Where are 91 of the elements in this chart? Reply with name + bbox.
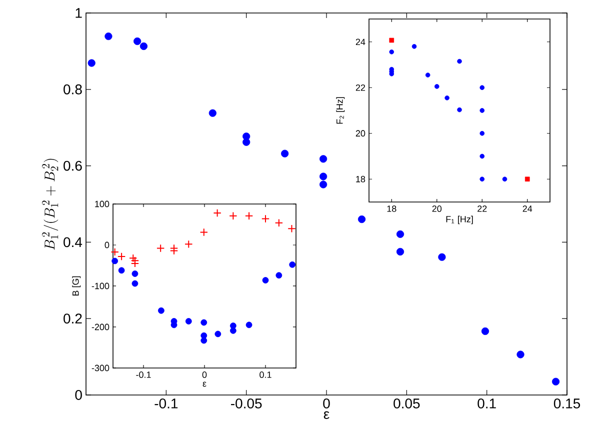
y-tick-label: 100 [95, 200, 110, 208]
point [200, 337, 208, 344]
y-axis-title: F$_{2}$ [Hz] [336, 97, 345, 124]
x-axis-title: ε [202, 382, 206, 387]
point [230, 327, 236, 334]
point [110, 248, 119, 256]
x-tick-label: 0.1 [260, 372, 272, 378]
point [389, 50, 394, 54]
point [104, 32, 112, 40]
point [480, 85, 485, 90]
point [242, 138, 250, 146]
x-tick-label: 0 [202, 372, 207, 378]
point [200, 228, 208, 236]
x-axis-title: ε [324, 411, 330, 419]
point [516, 350, 524, 358]
y-tick-label: 1 [76, 8, 82, 18]
point [117, 252, 126, 261]
x-axis-title: F$_{1}$ [Hz] [446, 216, 473, 224]
point [276, 272, 282, 279]
point [480, 176, 485, 182]
y-tick-label: 0.6 [64, 160, 82, 171]
point [480, 154, 485, 159]
point [158, 307, 164, 314]
point [457, 58, 462, 64]
y-axis-title: B [G] [72, 276, 81, 296]
x-tick-label: 0 [323, 398, 330, 408]
y-tick-label: 24 [356, 38, 366, 46]
x-tick-label: 18 [387, 206, 396, 212]
y-tick-label: 0 [75, 390, 82, 400]
point [552, 378, 560, 386]
point [274, 218, 284, 227]
y-tick-label: -200 [92, 324, 110, 330]
x-tick-label: 0.15 [554, 398, 580, 408]
x-tick-label: 20 [432, 206, 442, 212]
point [389, 38, 394, 43]
x-tick-label: 22 [478, 206, 487, 212]
point [261, 214, 270, 223]
point [262, 277, 269, 284]
point [214, 330, 222, 338]
point [185, 318, 192, 324]
point [434, 84, 440, 89]
y-tick-label: 0.4 [64, 237, 82, 248]
point [319, 172, 328, 180]
point [88, 59, 96, 67]
y-tick-label: 22 [356, 84, 366, 91]
x-tick-label: -0.05 [231, 398, 262, 408]
x-tick-label: 24 [522, 206, 532, 212]
point [502, 176, 508, 182]
point [457, 107, 462, 112]
y-tick-label: -300 [92, 364, 110, 372]
point [358, 215, 366, 224]
point [412, 44, 417, 49]
point [184, 240, 193, 248]
point [132, 280, 138, 287]
point [132, 270, 138, 277]
x-tick-label: -0.1 [136, 372, 151, 378]
point [229, 212, 238, 220]
point [396, 248, 404, 256]
x-tick-label: -0.1 [154, 398, 178, 408]
point [289, 261, 296, 268]
point [425, 72, 430, 78]
point [480, 108, 485, 113]
y-tick-label: 0.8 [64, 84, 82, 94]
point [213, 208, 222, 218]
y-tick-label: 0.2 [64, 314, 82, 324]
point [481, 327, 490, 335]
point [246, 322, 252, 328]
point [444, 96, 450, 100]
y-tick-label: 18 [356, 176, 366, 182]
point [319, 155, 328, 163]
x-tick-label: 0.05 [394, 398, 420, 408]
y-tick-label: -100 [92, 282, 110, 290]
x-tick-label: 0.1 [478, 398, 496, 408]
point [140, 42, 148, 50]
point [244, 212, 254, 220]
point [319, 180, 328, 188]
y-tick-label: 0 [104, 242, 110, 248]
point [281, 150, 289, 158]
y-axis-title: $B_1^{\,2}/(B_1^{\,2}+B_2^{\,2})$ [42, 158, 58, 250]
point [156, 244, 165, 252]
point [118, 267, 125, 274]
point [134, 37, 142, 46]
point [112, 258, 118, 264]
point [200, 319, 208, 326]
point [524, 176, 530, 182]
point [208, 109, 216, 117]
point [480, 130, 485, 136]
point [438, 253, 446, 261]
point [288, 224, 296, 233]
y-tick-label: 20 [356, 130, 366, 137]
point [396, 230, 404, 238]
